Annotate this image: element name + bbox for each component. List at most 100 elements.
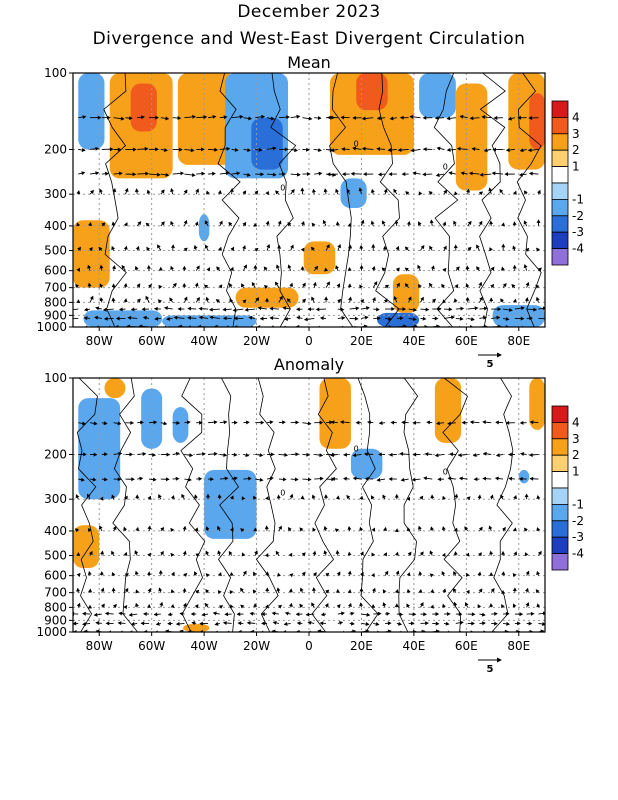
wind-vector-head — [373, 281, 378, 286]
colorbar-label: -2 — [572, 514, 584, 528]
wind-vector-head — [178, 147, 183, 152]
wind-vector-head — [95, 146, 100, 151]
wind-vector-head — [347, 570, 352, 575]
wind-vector-head — [301, 552, 306, 557]
wind-vector-head — [419, 602, 424, 607]
wind-vector-head — [277, 244, 282, 249]
wind-vector-head — [232, 308, 237, 313]
wind-vector-head — [282, 477, 287, 482]
wind-vector-head — [519, 148, 524, 153]
wind-vector-head — [265, 297, 270, 302]
wind-vector-head — [500, 494, 504, 499]
wind-vector-head — [343, 452, 348, 457]
wind-vector-head — [383, 526, 388, 531]
wind-vector-head — [157, 244, 161, 249]
wind-vector-head — [352, 453, 357, 458]
wind-vector-head — [206, 267, 211, 272]
colorbar-box — [551, 487, 569, 505]
wind-vector-head — [223, 453, 228, 457]
x-tick-label: 40W — [191, 334, 218, 348]
wind-vector-head — [103, 316, 108, 321]
wind-vector-head — [212, 171, 216, 176]
wind-vector-head — [175, 621, 180, 626]
wind-vector-head — [103, 477, 108, 482]
x-tick-label: 0 — [305, 639, 313, 653]
wind-vector-head — [390, 420, 395, 425]
wind-vector-head — [101, 603, 105, 608]
wind-vector-head — [453, 601, 458, 606]
wind-vector-head — [442, 495, 446, 500]
wind-vector-head — [240, 604, 245, 609]
wind-vector-head — [274, 281, 279, 286]
wind-vector-head — [340, 611, 345, 616]
wind-vector-head — [177, 306, 182, 311]
wind-vector-head — [382, 494, 387, 499]
wind-vector-head — [83, 307, 88, 312]
wind-vector-head — [134, 188, 139, 193]
wind-vector-head — [326, 244, 330, 249]
wind-vector-head — [190, 148, 195, 153]
contour-line — [491, 378, 514, 632]
shaded-region — [73, 525, 100, 569]
wind-vector-head — [496, 315, 501, 320]
wind-vector-head — [300, 247, 305, 252]
wind-vector-head — [194, 604, 199, 609]
wind-vector-head — [258, 147, 263, 152]
wind-vector-head — [489, 297, 494, 302]
wind-vector-head — [242, 190, 247, 195]
wind-vector-head — [536, 247, 540, 252]
wind-vector-head — [196, 265, 200, 270]
wind-vector-head — [489, 603, 494, 607]
wind-vector-head — [88, 550, 93, 556]
wind-vector-head — [117, 477, 122, 482]
wind-vector-head — [324, 494, 329, 498]
panel-title: Mean — [287, 53, 331, 72]
contour-label: 0 — [443, 468, 448, 477]
wind-vector-head — [170, 220, 174, 225]
wind-vector-head — [310, 246, 315, 251]
wind-vector-head — [523, 220, 528, 225]
wind-vector-head — [170, 494, 175, 500]
contour-label: 0 — [280, 488, 285, 497]
wind-vector-head — [253, 571, 257, 576]
wind-vector-head — [195, 553, 200, 558]
wind-vector-head — [348, 244, 353, 249]
shaded-region — [303, 241, 336, 275]
wind-vector-head — [471, 621, 475, 626]
wind-vector-head — [323, 525, 328, 531]
wind-vector-head — [467, 246, 472, 251]
wind-vector-head — [261, 621, 265, 626]
contour-line — [442, 378, 468, 632]
wind-vector-head — [118, 451, 123, 456]
wind-vector-head — [402, 307, 407, 312]
colorbar-box — [551, 520, 569, 538]
wind-vector-head — [359, 602, 364, 607]
wind-vector-head — [107, 115, 111, 120]
wind-vector-head — [381, 220, 386, 225]
wind-vector-head — [111, 550, 115, 555]
wind-vector-head — [123, 282, 128, 287]
wind-vector-head — [505, 148, 510, 153]
wind-vector-head — [384, 570, 389, 575]
wind-vector-head — [359, 526, 364, 531]
wind-vector-head — [76, 572, 81, 577]
wind-vector-head — [528, 621, 533, 626]
wind-vector-head — [167, 621, 171, 626]
wind-vector-head — [347, 283, 352, 288]
wind-vector-head — [203, 284, 209, 289]
wind-vector-head — [393, 188, 398, 193]
wind-vector-head — [324, 267, 329, 272]
wind-vector-head — [528, 452, 533, 457]
x-tick-label: 20E — [350, 639, 373, 653]
wind-vector-head — [228, 550, 233, 556]
wind-vector-head — [422, 115, 427, 120]
wind-vector-head — [396, 282, 400, 287]
wind-vector-head — [359, 244, 364, 249]
wind-vector-head — [82, 421, 87, 426]
wind-vector-head — [239, 114, 244, 119]
wind-vector-head — [411, 477, 416, 482]
contour-line — [479, 73, 506, 327]
wind-vector-head — [337, 243, 341, 249]
wind-vector-head — [69, 317, 71, 319]
x-tick-label: 40W — [191, 639, 218, 653]
